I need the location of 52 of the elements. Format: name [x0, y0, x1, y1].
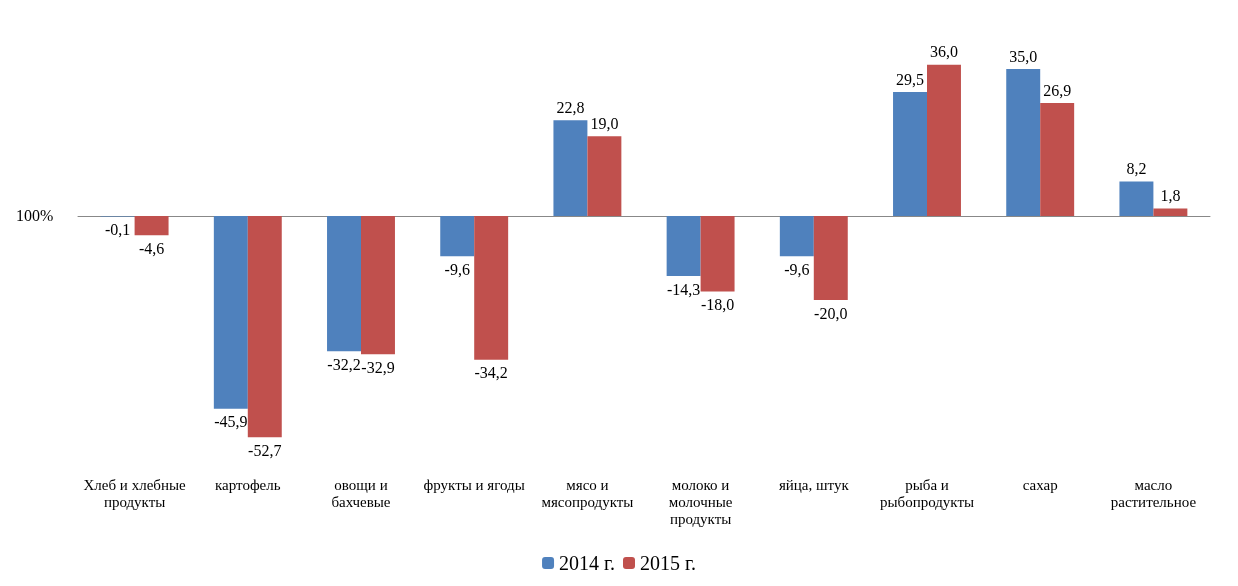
bar: [813, 216, 848, 300]
bar: [779, 216, 814, 257]
x-tick-label: картофель: [215, 476, 281, 493]
x-tick-label: фрукты и ягоды: [423, 476, 525, 493]
bar: [700, 216, 735, 292]
text: 100%: [16, 206, 54, 224]
bar: [893, 92, 927, 216]
data-label: 35,0: [1009, 47, 1038, 65]
data-label: -34,2: [474, 364, 508, 382]
data-label: 36,0: [929, 43, 958, 61]
bar: [1119, 181, 1154, 216]
data-label: -18,0: [700, 296, 735, 314]
bar: [327, 216, 361, 352]
x-tick-label: мясо и мясопродукты: [541, 476, 634, 510]
data-label: -0,1: [104, 220, 131, 238]
data-label: -52,7: [248, 441, 282, 459]
data-label: -9,6: [444, 260, 470, 278]
legend-label: 2014 г.: [559, 552, 616, 574]
data-label: 8,2: [1126, 160, 1147, 178]
bar: [361, 216, 395, 355]
bar: [666, 216, 701, 277]
x-tick-label: масло растительное: [1110, 476, 1197, 510]
data-label: -9,6: [784, 260, 810, 278]
data-label: 19,0: [590, 114, 619, 132]
data-label: -32,2: [327, 355, 361, 373]
x-tick-label: рыба и рыбопродукты: [879, 476, 975, 510]
bar: [553, 120, 588, 216]
bar: [1153, 208, 1188, 216]
x-tick-label: Хлеб и хлебные продукты: [83, 476, 187, 510]
bar: [927, 64, 961, 216]
bar: [440, 216, 475, 257]
bar: [587, 136, 622, 216]
x-tick-label: овощи и бахчевые: [331, 476, 391, 510]
data-label: -32,9: [361, 358, 395, 376]
bar: [1006, 69, 1041, 216]
x-tick-label: молоко и молочные продукты: [668, 476, 733, 527]
data-label: -20,0: [814, 304, 848, 322]
bar: [1040, 103, 1075, 216]
bar: [247, 216, 282, 438]
data-label: 1,8: [1160, 186, 1181, 204]
x-tick-label: сахар: [1022, 476, 1058, 493]
bar: [474, 216, 509, 360]
bar: [134, 216, 169, 236]
legend-label: 2015 г.: [640, 552, 696, 574]
data-label: -4,6: [138, 239, 165, 257]
data-label: -45,9: [214, 413, 248, 431]
data-label: 26,9: [1043, 81, 1072, 99]
x-tick-label: яйца, штук: [778, 476, 850, 493]
data-label: -14,3: [666, 280, 701, 298]
data-label: 29,5: [896, 70, 925, 88]
data-label: 22,8: [556, 98, 585, 116]
bar: [213, 216, 248, 409]
